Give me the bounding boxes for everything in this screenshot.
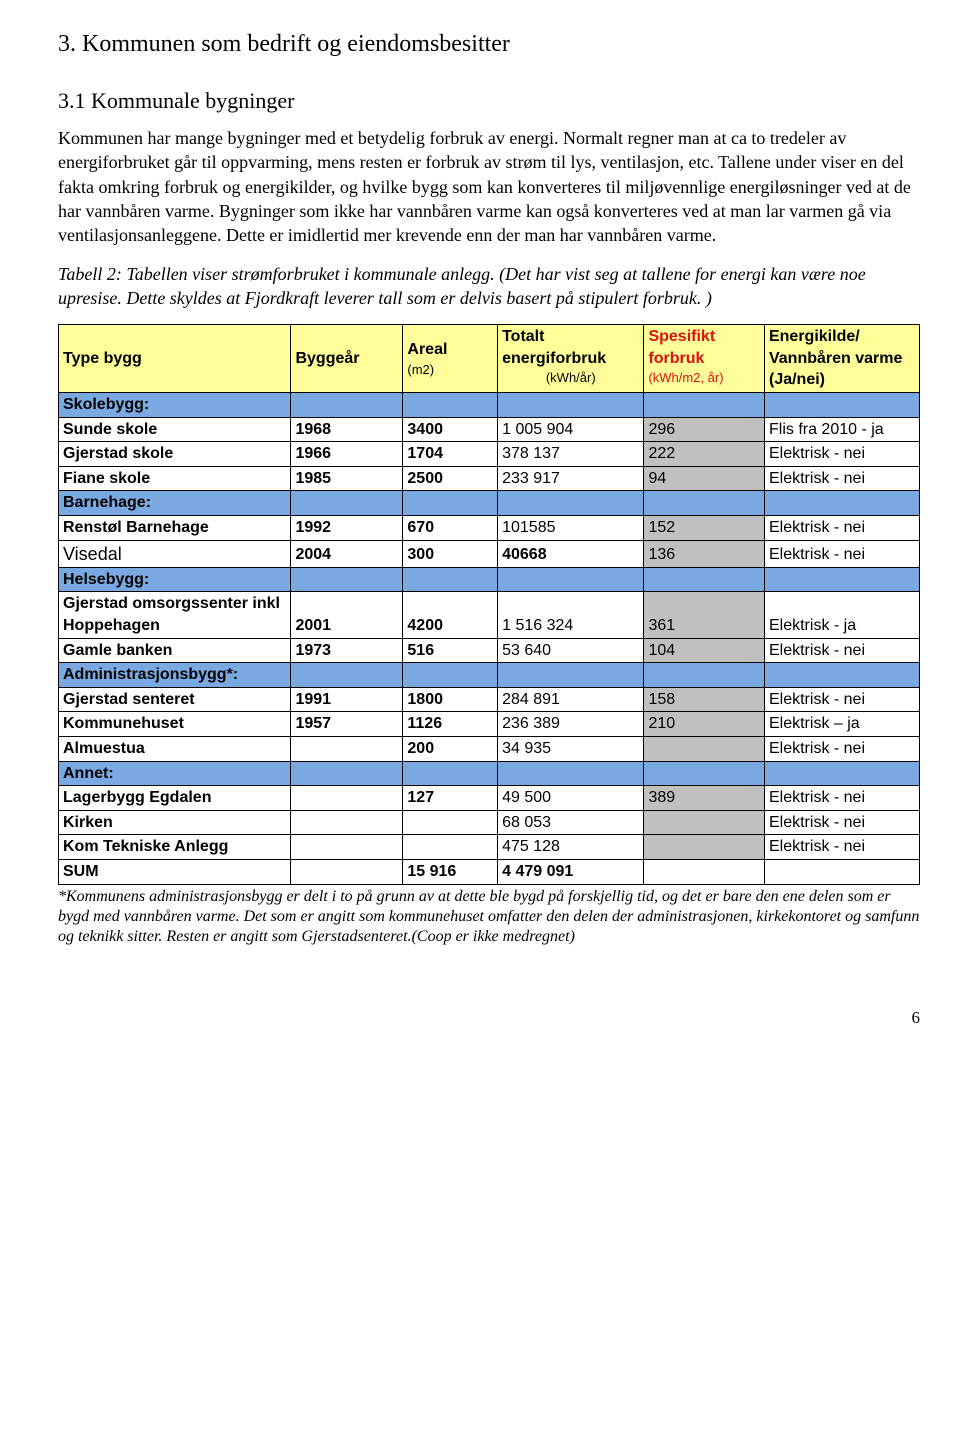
th-totalt: Totalt energiforbruk (kWh/år) [498, 325, 644, 393]
table-row-sum: SUM 15 916 4 479 091 [59, 859, 920, 884]
energy-table: Type bygg Byggeår Areal (m2) Totalt ener… [58, 324, 920, 884]
table-row: Gjerstad omsorgssenter inkl Hoppehagen 2… [59, 592, 920, 638]
section-annet: Annet: [59, 761, 291, 786]
section-barnehage: Barnehage: [59, 491, 291, 516]
table-row: Kirken 68 053 Elektrisk - nei [59, 810, 920, 835]
th-areal-sub: (m2) [407, 361, 493, 379]
section-admin: Administrasjonsbygg*: [59, 663, 291, 688]
th-type: Type bygg [59, 325, 291, 393]
subsection-heading: 3.1 Kommunale bygninger [58, 86, 920, 116]
table-row: Kommunehuset 1957 1126 236 389 210 Elekt… [59, 712, 920, 737]
table-row: Lagerbygg Egdalen 127 49 500 389 Elektri… [59, 786, 920, 811]
th-spesifikt: Spesifikt forbruk (kWh/m2, år) [644, 325, 765, 393]
table-row: Gamle banken 1973 516 53 640 104 Elektri… [59, 638, 920, 663]
cell-name: Sunde skole [59, 417, 291, 442]
th-totalt-sub: (kWh/år) [502, 369, 639, 387]
table-row: Sunde skole 1968 3400 1 005 904 296 Flis… [59, 417, 920, 442]
intro-paragraph: Kommunen har mange bygninger med et bety… [58, 126, 920, 247]
section-heading: 3. Kommunen som bedrift og eiendomsbesit… [58, 28, 920, 60]
table-row: Gjerstad senteret 1991 1800 284 891 158 … [59, 687, 920, 712]
table-row: Kom Tekniske Anlegg 475 128 Elektrisk - … [59, 835, 920, 860]
table-caption: Tabell 2: Tabellen viser strømforbruket … [58, 262, 920, 311]
th-totalt-label: Totalt energiforbruk [502, 328, 606, 367]
th-areal-label: Areal [407, 341, 447, 358]
th-spesifikt-sub: (kWh/m2, år) [648, 369, 760, 387]
section-skole: Skolebygg: [59, 392, 291, 417]
table-row: Fiane skole 1985 2500 233 917 94 Elektri… [59, 466, 920, 491]
table-row: Visedal 2004 300 40668 136 Elektrisk - n… [59, 540, 920, 567]
table-row: Gjerstad skole 1966 1704 378 137 222 Ele… [59, 442, 920, 467]
table-footnote: *Kommunens administrasjonsbygg er delt i… [58, 887, 920, 947]
table-row: Almuestua 200 34 935 Elektrisk - nei [59, 736, 920, 761]
table-row: Renstøl Barnehage 1992 670 101585 152 El… [59, 515, 920, 540]
th-year: Byggeår [291, 325, 403, 393]
page-number: 6 [58, 1007, 920, 1030]
th-kilde: Energikilde/ Vannbåren varme (Ja/nei) [764, 325, 919, 393]
th-spesifikt-label: Spesifikt forbruk [648, 328, 715, 367]
section-helse: Helsebygg: [59, 567, 291, 592]
th-areal: Areal (m2) [403, 325, 498, 393]
